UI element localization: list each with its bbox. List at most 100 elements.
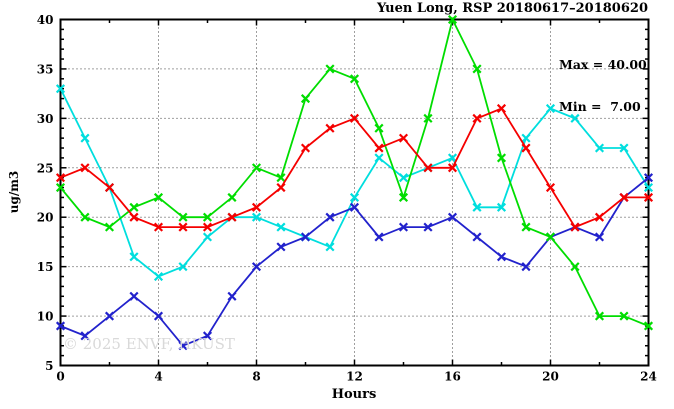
- cyan-line-marker: [496, 202, 507, 212]
- cyan-line-marker: [349, 192, 360, 202]
- y-tick-label: 35: [37, 62, 54, 76]
- green-line-marker: [496, 153, 507, 163]
- cyan-line-marker: [202, 232, 213, 242]
- cyan-line-marker: [374, 153, 384, 163]
- y-tick-label: 20: [37, 211, 54, 225]
- green-line-marker: [300, 94, 311, 104]
- red-line-marker: [619, 192, 629, 202]
- green-line-marker: [374, 123, 384, 133]
- cyan-line-marker: [521, 133, 531, 143]
- blue-line-marker: [251, 262, 262, 272]
- green-line-marker: [349, 74, 360, 84]
- x-axis-label: Hours: [331, 387, 377, 402]
- x-tick-label: 0: [56, 370, 64, 384]
- red-line-marker: [594, 212, 605, 222]
- cyan-line-marker: [153, 271, 164, 282]
- cyan-line-marker: [80, 133, 90, 143]
- x-tick-label: 4: [154, 370, 162, 384]
- blue-line-marker: [423, 222, 433, 232]
- x-tick-label: 8: [252, 370, 260, 384]
- cyan-line-marker: [570, 113, 580, 123]
- blue-line-marker: [178, 341, 188, 351]
- cyan-line-marker: [643, 183, 654, 193]
- x-tick-label: 12: [346, 370, 363, 384]
- red-line-marker: [472, 113, 482, 123]
- watermark: © 2025 ENVF, HKUST: [63, 335, 235, 353]
- green-line-marker: [202, 212, 213, 222]
- blue-line-marker: [80, 331, 90, 341]
- cyan-line-marker: [55, 84, 66, 94]
- blue-line-marker: [594, 232, 605, 242]
- green-line-marker: [129, 202, 139, 212]
- blue-line-marker: [325, 212, 335, 222]
- green-line-marker: [55, 183, 66, 193]
- blue-line-marker: [521, 262, 531, 272]
- red-line-marker: [104, 183, 115, 193]
- green-line-marker: [472, 64, 482, 74]
- red-line-marker: [251, 202, 262, 212]
- y-tick-label: 10: [37, 310, 54, 324]
- blue-line-marker: [349, 202, 360, 212]
- red-line-marker: [227, 212, 237, 222]
- max-min-legend: Max = 40.00 Min = 7.00: [559, 30, 647, 142]
- red-line-marker: [129, 212, 139, 222]
- green-line-marker: [594, 311, 605, 321]
- red-line-marker: [300, 143, 311, 153]
- blue-line-marker: [472, 232, 482, 242]
- red-line-marker: [496, 103, 507, 114]
- cyan-line-marker: [619, 143, 629, 153]
- x-tick-label: 16: [444, 370, 461, 384]
- cyan-line-marker: [325, 242, 335, 252]
- chart-title: Yuen Long, RSP 20180617–20180620: [377, 1, 648, 16]
- green-line-marker: [251, 163, 262, 173]
- blue-line-marker: [447, 212, 458, 222]
- red-line-marker: [202, 222, 213, 232]
- red-line-marker: [447, 163, 458, 173]
- blue-line-marker: [227, 291, 237, 301]
- y-tick-label: 15: [37, 260, 54, 274]
- green-line-marker: [398, 192, 409, 202]
- blue-line-marker: [643, 173, 654, 183]
- cyan-line-marker: [594, 143, 605, 153]
- green-line-marker: [447, 14, 458, 25]
- red-line-marker: [570, 222, 580, 232]
- green-line-marker: [80, 212, 90, 222]
- blue-line-marker: [398, 222, 409, 232]
- blue-line-marker: [496, 252, 507, 262]
- red-line-marker: [276, 183, 286, 193]
- green-line-marker: [178, 212, 188, 222]
- green-line-marker: [153, 192, 164, 202]
- green-line-marker: [570, 262, 580, 272]
- blue-line-marker: [202, 331, 213, 341]
- cyan-line-marker: [129, 252, 139, 262]
- cyan-line-marker: [447, 153, 458, 163]
- cyan-line-marker: [251, 212, 262, 222]
- y-tick-label: 25: [37, 161, 54, 175]
- red-line-marker: [80, 163, 90, 173]
- green-line-marker: [104, 222, 115, 232]
- y-tick-label: 40: [37, 13, 54, 27]
- cyan-line-marker: [472, 202, 482, 212]
- red-line-marker: [374, 143, 384, 153]
- cyan-line-marker: [545, 103, 556, 114]
- green-line-marker: [423, 113, 433, 123]
- legend-max-line: Max = 40.00: [559, 57, 647, 72]
- green-line-marker: [325, 64, 335, 74]
- red-line-marker: [643, 192, 654, 202]
- y-tick-label: 30: [37, 112, 54, 126]
- blue-line-marker: [276, 242, 286, 252]
- green-line-marker: [227, 192, 237, 202]
- blue-line-marker: [300, 232, 311, 242]
- green-line-marker: [643, 321, 654, 331]
- cyan-line-marker: [398, 173, 409, 183]
- x-tick-label: 20: [542, 370, 559, 384]
- blue-line-marker: [55, 321, 66, 331]
- red-line-marker: [325, 123, 335, 133]
- green-line-marker: [276, 173, 286, 183]
- blue-line-marker: [104, 311, 115, 321]
- cyan-line-marker: [178, 262, 188, 272]
- legend-min-line: Min = 7.00: [559, 99, 641, 114]
- red-line-marker: [521, 143, 531, 153]
